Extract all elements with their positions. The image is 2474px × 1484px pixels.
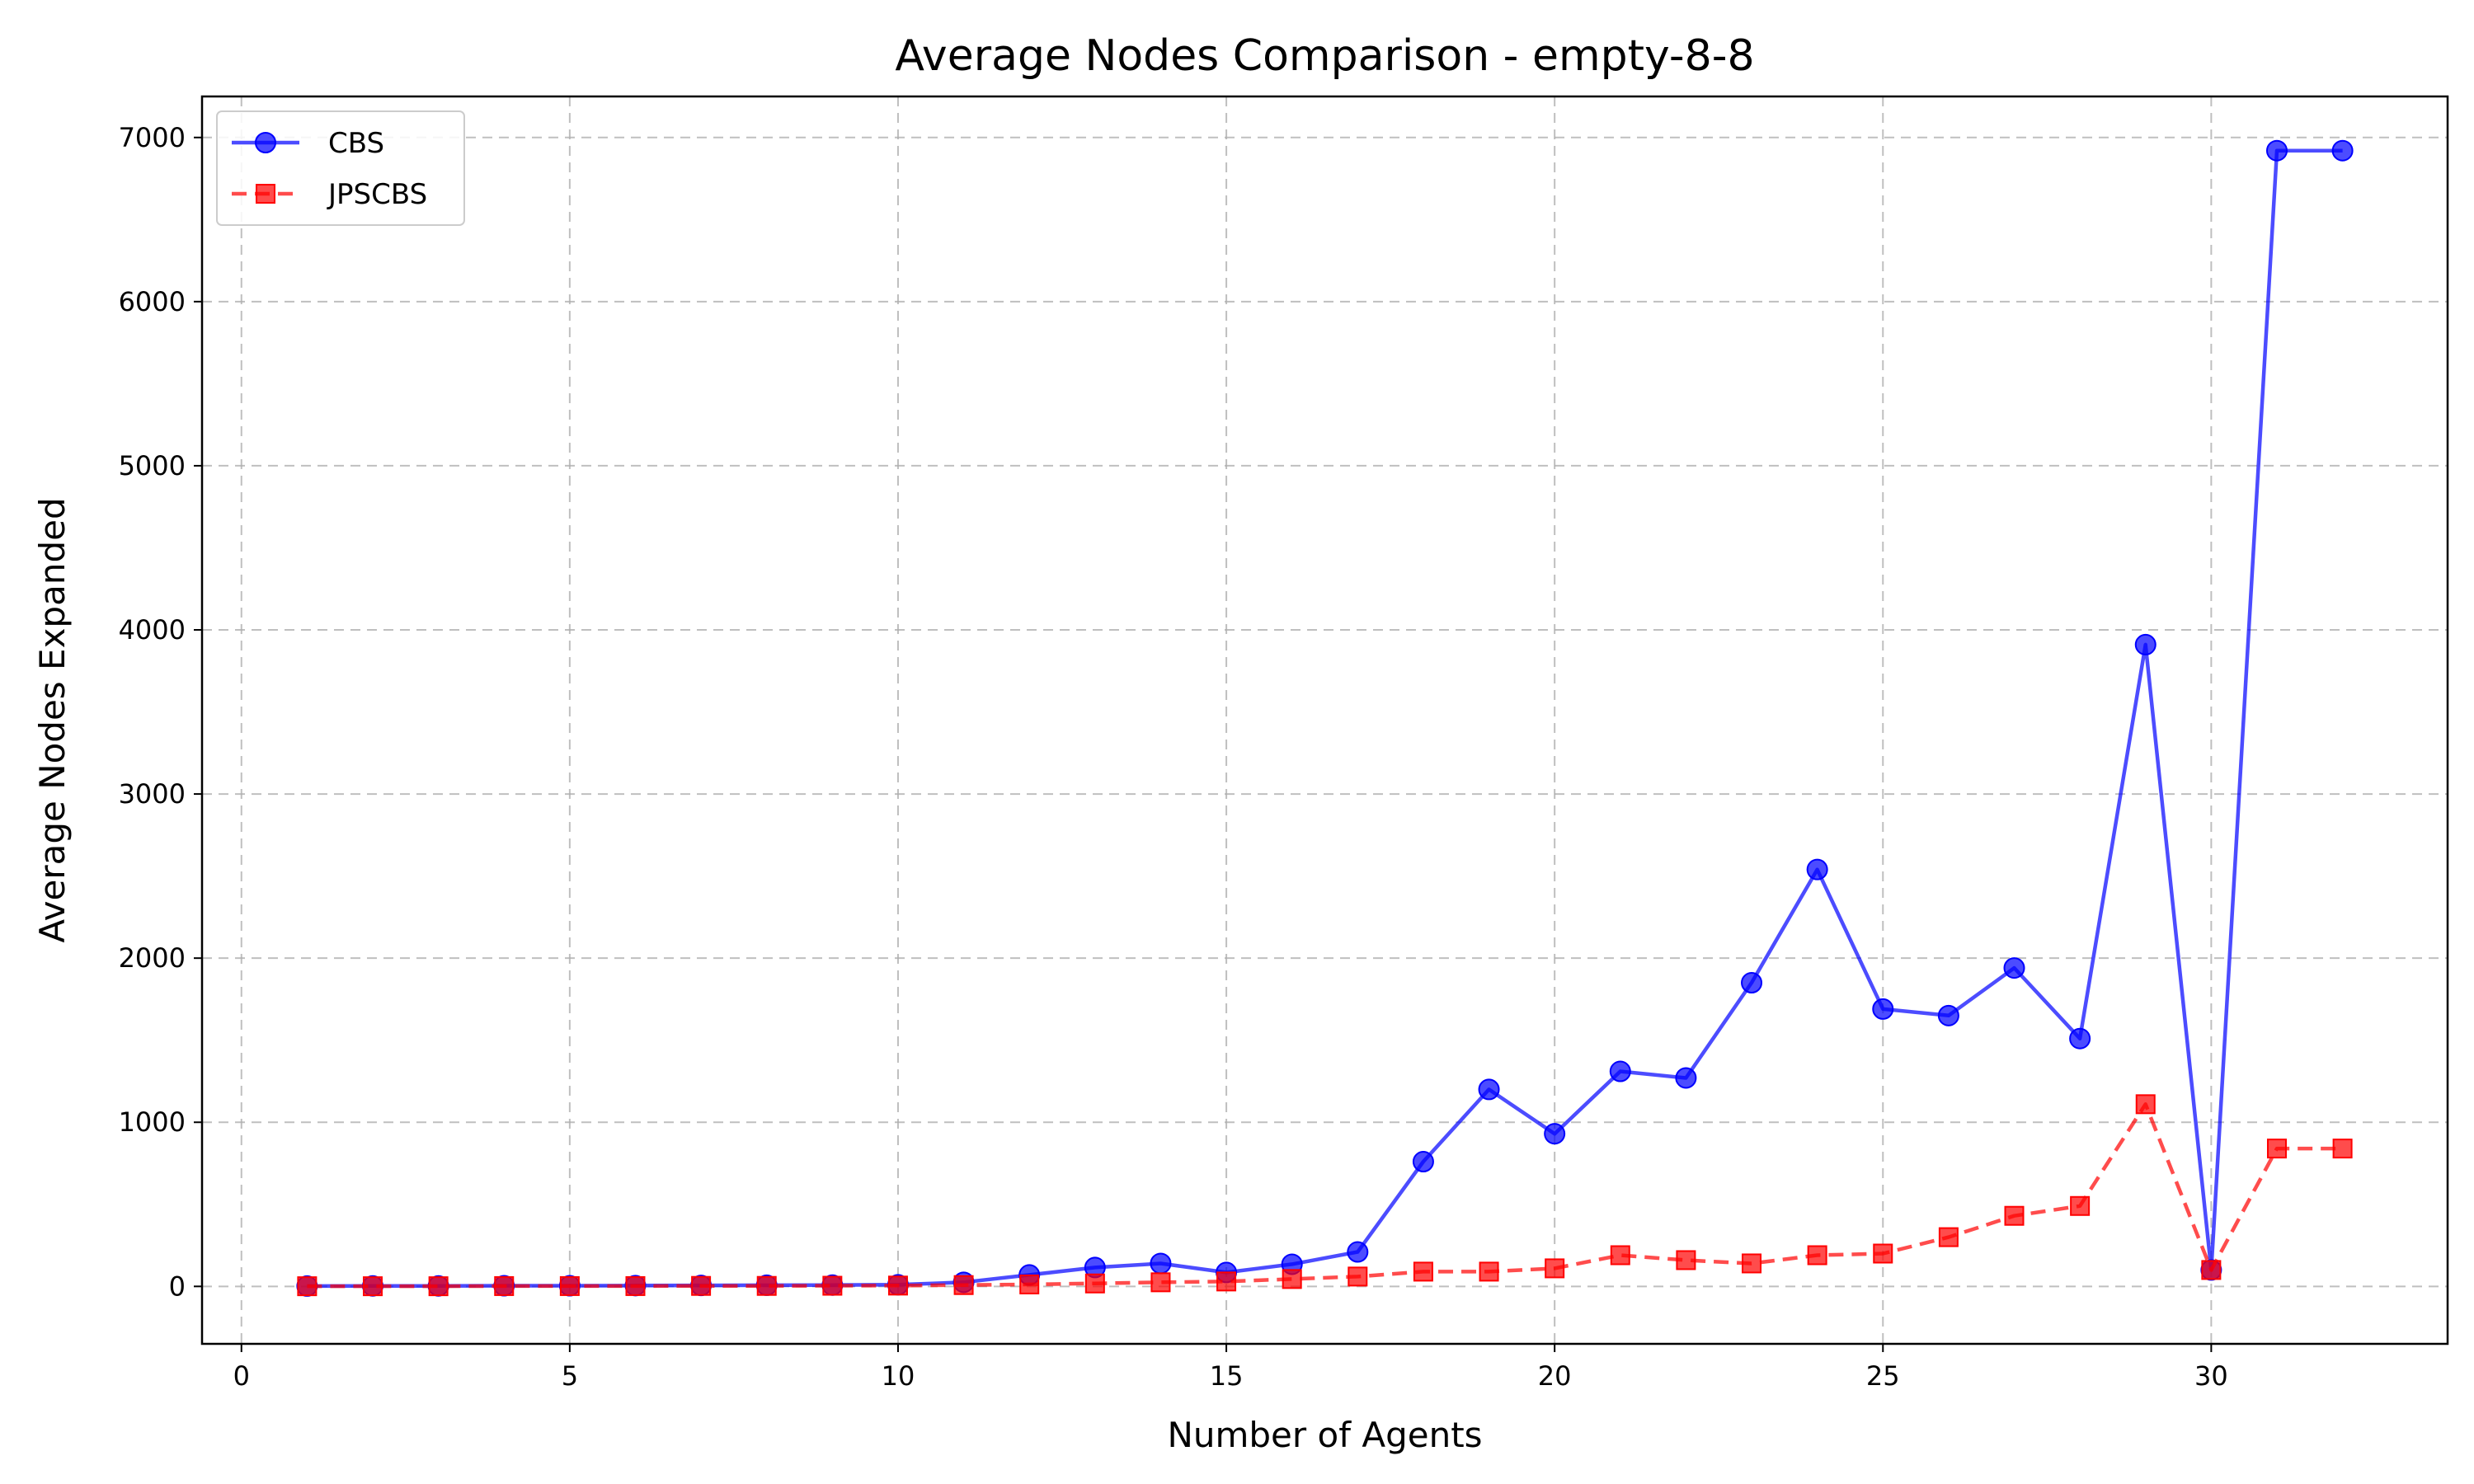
jpscbs-marker [559,1275,580,1296]
x-tick-label: 0 [233,1360,250,1392]
x-tick-label: 5 [562,1360,578,1392]
series-layer [296,139,2354,1297]
jpscbs-marker [691,1275,712,1296]
jpscbs-marker [1019,1274,1040,1294]
cbs-marker [1741,972,1763,994]
jpscbs-marker [494,1275,515,1296]
y-tick-label: 2000 [119,942,186,974]
y-tick-label: 0 [169,1270,186,1302]
jpscbs-marker [363,1276,383,1297]
jpscbs-marker [953,1275,974,1295]
legend: CBS JPSCBS [216,110,465,226]
jpscbs-marker [2332,1139,2353,1159]
cbs-marker [1872,998,1894,1020]
cbs-marker [2265,139,2288,162]
x-tick-label: 20 [1538,1360,1572,1392]
jpscbs-marker [297,1276,317,1297]
plot-frame [200,95,2449,1345]
x-tick-label: 25 [1866,1360,1900,1392]
jpscbs-marker [625,1275,646,1296]
legend-cbs-marker [255,132,276,153]
cbs-marker [2331,139,2354,162]
jpscbs-marker [756,1275,777,1296]
y-tick-label: 3000 [119,778,186,810]
jpscbs-series-line [307,1102,2343,1289]
jpscbs-marker [887,1275,908,1296]
jpscbs-marker [1084,1273,1105,1294]
jpscbs-marker [1216,1271,1237,1292]
x-axis-label: Number of Agents [1167,1415,1482,1455]
cbs-marker [1806,858,1828,881]
jpscbs-marker [1150,1272,1171,1293]
tick-layer: 0 5 10 15 20 25 30 0 1000 2000 3000 4000 5000 6000 700… [119,122,2228,1392]
cbs-marker [1937,1004,1959,1026]
jpscbs-marker [2135,1094,2156,1115]
jpscbs-marker [1807,1245,1827,1266]
jpscbs-marker [2004,1205,2025,1226]
y-tick-label: 1000 [119,1106,186,1138]
jpscbs-marker [1938,1227,1959,1247]
jpscbs-marker [822,1275,843,1296]
jpscbs-marker [1282,1269,1302,1289]
y-tick-label: 5000 [119,450,186,481]
y-tick-label: 7000 [119,122,186,153]
jpscbs-marker [1479,1261,1499,1282]
jpscbs-marker [1610,1245,1630,1266]
cbs-marker [2003,957,2025,979]
x-tick-label: 15 [1210,1360,1244,1392]
jpscbs-marker [1348,1266,1368,1287]
cbs-marker [1478,1078,1500,1101]
chart-title: Average Nodes Comparison - empty-8-8 [895,31,1754,81]
x-tick-label: 10 [882,1360,915,1392]
legend-cbs-label: CBS [328,127,384,160]
cbs-marker [1609,1060,1631,1082]
cbs-marker [1412,1151,1434,1173]
x-tick-label: 30 [2194,1360,2228,1392]
y-tick-label: 4000 [119,614,186,646]
cbs-marker [1150,1252,1172,1275]
jpscbs-marker [2266,1139,2287,1159]
legend-box [216,110,465,226]
legend-jpscbs-marker [256,184,275,204]
cbs-marker [2069,1027,2091,1050]
jpscbs-marker [1873,1243,1893,1264]
jpscbs-marker [1413,1261,1433,1282]
cbs-marker [1347,1241,1369,1263]
jpscbs-marker [2201,1260,2222,1280]
y-tick-label: 6000 [119,286,186,317]
jpscbs-marker [2070,1195,2091,1216]
cbs-marker [2134,633,2157,655]
cbs-marker [1675,1067,1697,1089]
cbs-marker [1544,1123,1566,1145]
jpscbs-marker [1742,1253,1762,1274]
jpscbs-marker [1545,1258,1565,1279]
cbs-series-line [307,148,2343,1289]
jpscbs-marker [428,1276,449,1297]
y-axis-label: Average Nodes Expanded [32,497,73,942]
jpscbs-marker [1676,1250,1696,1270]
legend-jpscbs-label: JPSCBS [327,178,427,211]
